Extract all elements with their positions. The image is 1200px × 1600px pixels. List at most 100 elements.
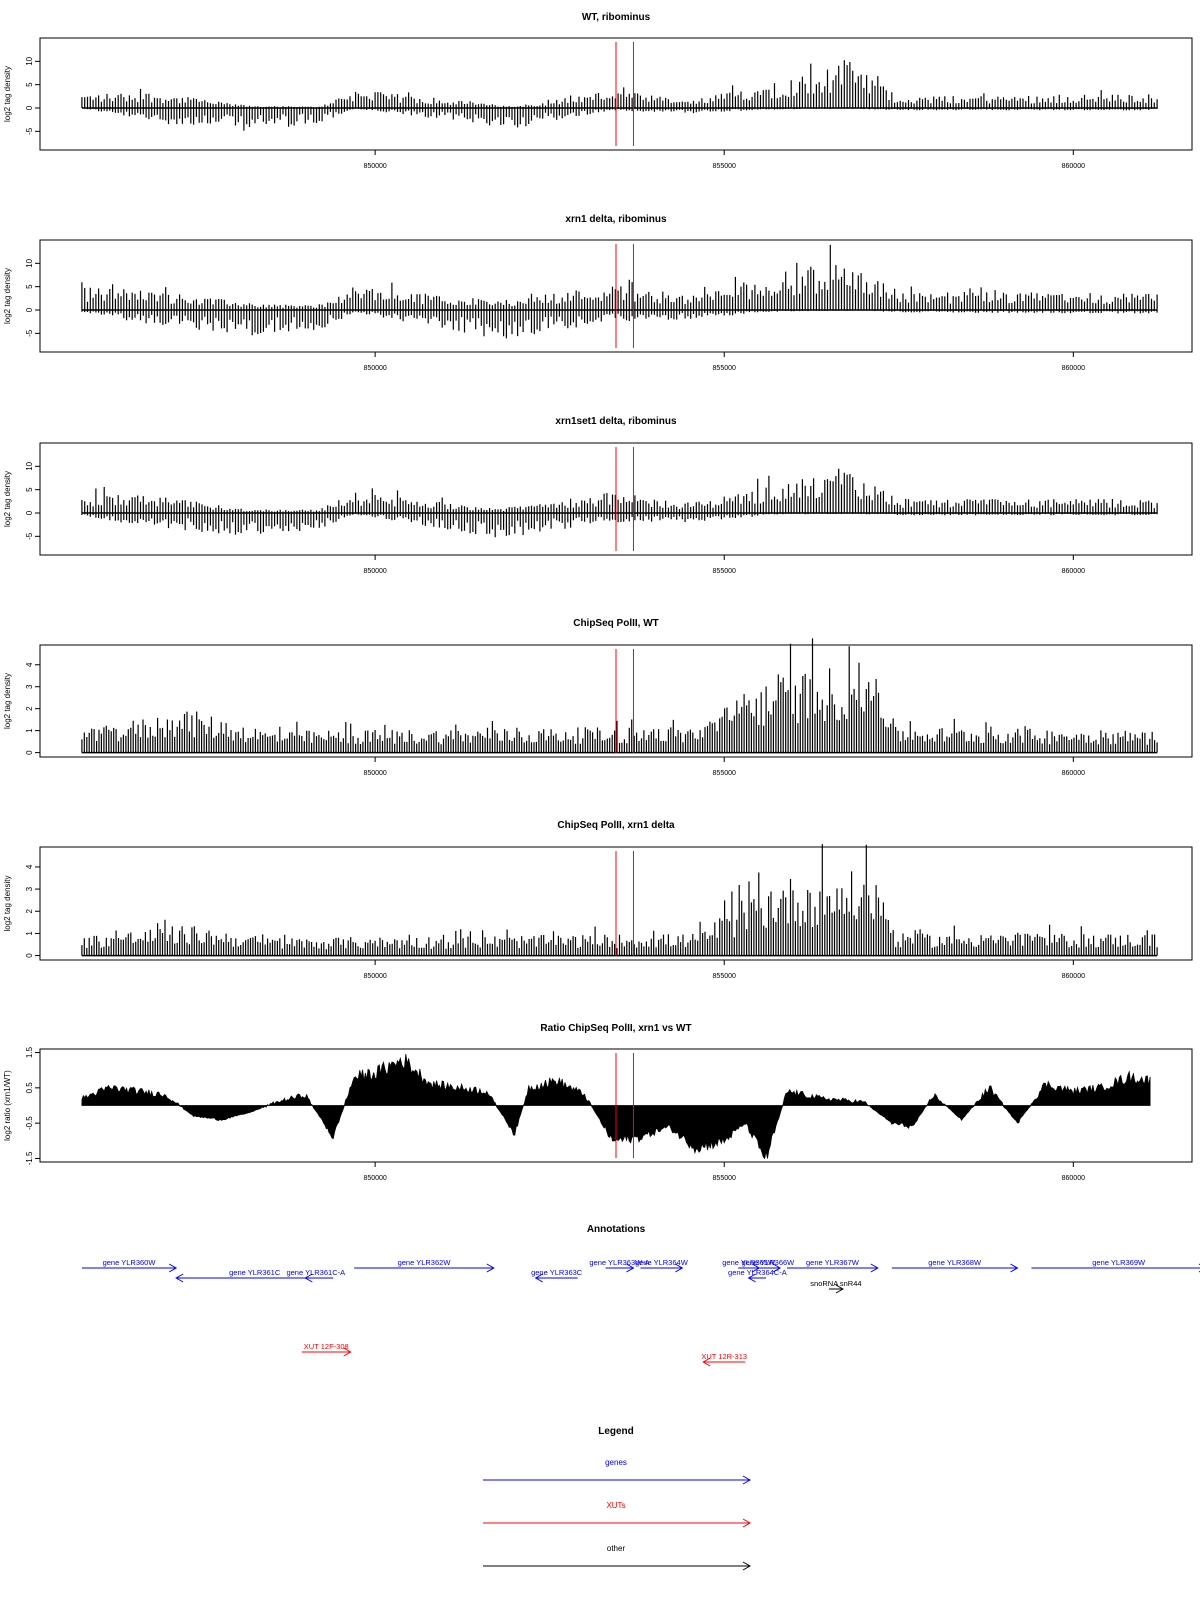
signal-bars: [81, 468, 1158, 538]
y-axis-label: log2 tag density: [3, 875, 12, 931]
x-tick-label: 855000: [713, 365, 736, 372]
data-marks: [81, 244, 1158, 339]
arrow-head: [742, 1475, 752, 1485]
y-tick-label: -5: [25, 329, 34, 337]
x-tick-label: 855000: [713, 1175, 736, 1182]
arrow-head: [835, 1284, 844, 1294]
arrow-head: [742, 1518, 752, 1528]
y-tick-label: 0: [25, 307, 34, 312]
panel-title: Ratio ChipSeq PolII, xrn1 vs WT: [540, 1023, 691, 1034]
y-tick-label: 0: [25, 750, 34, 755]
gene-label: gene YLR367W: [806, 1258, 860, 1267]
arrow-head: [742, 1561, 752, 1571]
arrow-head: [534, 1273, 543, 1283]
arrow-head: [168, 1263, 178, 1273]
gene-arrow: gene YLR360W: [81, 1258, 178, 1273]
gene-label: gene YLR368W: [928, 1258, 982, 1267]
other-label: snoRNA snR44: [810, 1279, 861, 1288]
gene-label: gene YLR360W: [103, 1258, 157, 1267]
gene-arrow: gene YLR364C-A: [728, 1268, 787, 1283]
arrow-head: [343, 1347, 352, 1357]
legend-label: other: [607, 1544, 626, 1553]
y-tick-label: 4: [25, 864, 34, 869]
panel-5: ChipSeq PolII, xrn1 delta log2 tag densit…: [3, 820, 1193, 980]
plot-frame: [39, 1048, 1193, 1163]
data-marks: [81, 638, 1158, 754]
xut-label: XUT 12R-313: [701, 1352, 747, 1361]
x-tick-label: 860000: [1062, 1175, 1085, 1182]
data-marks: [81, 60, 1158, 131]
arrow-head: [870, 1263, 879, 1273]
x-tick-label: 850000: [363, 365, 386, 372]
legend: Legend genes XUTs other: [483, 1426, 752, 1571]
x-tick-label: 860000: [1062, 770, 1085, 777]
arrow-head: [702, 1357, 711, 1367]
y-axis-label: log2 tag density: [3, 268, 12, 324]
panel-title: ChipSeq PolII, WT: [573, 618, 659, 629]
x-tick-label: 855000: [713, 163, 736, 170]
y-axis-label: log2 tag density: [3, 471, 12, 527]
xut-label: XUT 12F-308: [304, 1342, 349, 1351]
arrow-head: [1010, 1263, 1019, 1273]
arrow-head: [675, 1263, 684, 1273]
y-tick-label: 1: [25, 931, 34, 936]
annotations-title: Annotations: [587, 1224, 646, 1235]
data-marks: [81, 468, 1158, 538]
y-tick-label: 2: [25, 706, 34, 711]
arrow-head: [304, 1273, 313, 1283]
gene-arrow: gene YLR361C-A: [286, 1268, 345, 1283]
xut-arrow: XUT 12R-313: [701, 1352, 747, 1367]
panel-1: WT, ribominus log2 tag density -5 0 5 10 85000…: [3, 12, 1193, 170]
xut-arrow: XUT 12F-308: [301, 1342, 352, 1357]
y-tick-label: 4: [25, 662, 34, 667]
plot-frame: [39, 846, 1193, 961]
plot-frame: [39, 239, 1193, 353]
x-tick-label: 860000: [1062, 568, 1085, 575]
legend-item-genes: genes: [483, 1458, 752, 1485]
y-tick-label: 10: [25, 461, 34, 470]
x-tick-label: 860000: [1062, 163, 1085, 170]
y-tick-label: 0: [25, 105, 34, 110]
gene-label: gene YLR363C: [531, 1268, 583, 1277]
gene-arrow: gene YLR369W: [1031, 1258, 1200, 1273]
panel-4: ChipSeq PolII, WT log2 tag density 0 1 2 3 4 85…: [3, 618, 1193, 777]
gene-label: gene YLR366W: [741, 1258, 795, 1267]
y-tick-label: -1.5: [25, 1151, 34, 1165]
y-tick-label: -5: [25, 127, 34, 135]
y-axis-label: log2 ratio (xrn1/WT): [3, 1070, 12, 1141]
arrow-head: [626, 1263, 635, 1273]
panel-2: xrn1 delta, ribominus log2 tag density -5 0…: [3, 214, 1193, 372]
other-arrow: snoRNA snR44: [810, 1279, 862, 1294]
x-tick-label: 860000: [1062, 973, 1085, 980]
y-tick-label: 5: [25, 487, 34, 492]
signal-bars: [81, 638, 1158, 753]
y-tick-label: 3: [25, 684, 34, 689]
y-axis-label: log2 tag density: [3, 673, 12, 729]
gene-arrow: gene YLR363W-A: [589, 1258, 650, 1273]
gene-arrow: gene YLR364W: [635, 1258, 689, 1273]
panel-title: WT, ribominus: [582, 12, 651, 23]
panel-title: xrn1set1 delta, ribominus: [555, 416, 677, 427]
gene-arrow: gene YLR368W: [891, 1258, 1019, 1273]
annotations-track: Annotations gene YLR360W gene YLR361C gene …: [81, 1224, 1200, 1367]
signal-bars: [81, 60, 1158, 131]
y-tick-label: 1: [25, 728, 34, 733]
arrow-head: [747, 1273, 756, 1283]
arrow-head: [486, 1263, 495, 1273]
gene-label: gene YLR364W: [635, 1258, 689, 1267]
panel-3: xrn1set1 delta, ribominus log2 tag densit…: [3, 416, 1193, 575]
x-tick-label: 850000: [363, 163, 386, 170]
x-tick-label: 855000: [713, 973, 736, 980]
legend-label: XUTs: [606, 1501, 625, 1510]
arrow-head: [175, 1273, 184, 1283]
x-tick-label: 850000: [363, 770, 386, 777]
gene-label: gene YLR361C: [229, 1268, 281, 1277]
gene-arrow: gene YLR366W: [741, 1258, 795, 1273]
x-tick-label: 855000: [713, 770, 736, 777]
x-tick-label: 850000: [363, 973, 386, 980]
y-axis-label: log2 tag density: [3, 66, 12, 122]
gene-label: gene YLR361C-A: [286, 1268, 345, 1277]
y-tick-label: 3: [25, 886, 34, 891]
y-tick-label: -0.5: [25, 1116, 34, 1130]
